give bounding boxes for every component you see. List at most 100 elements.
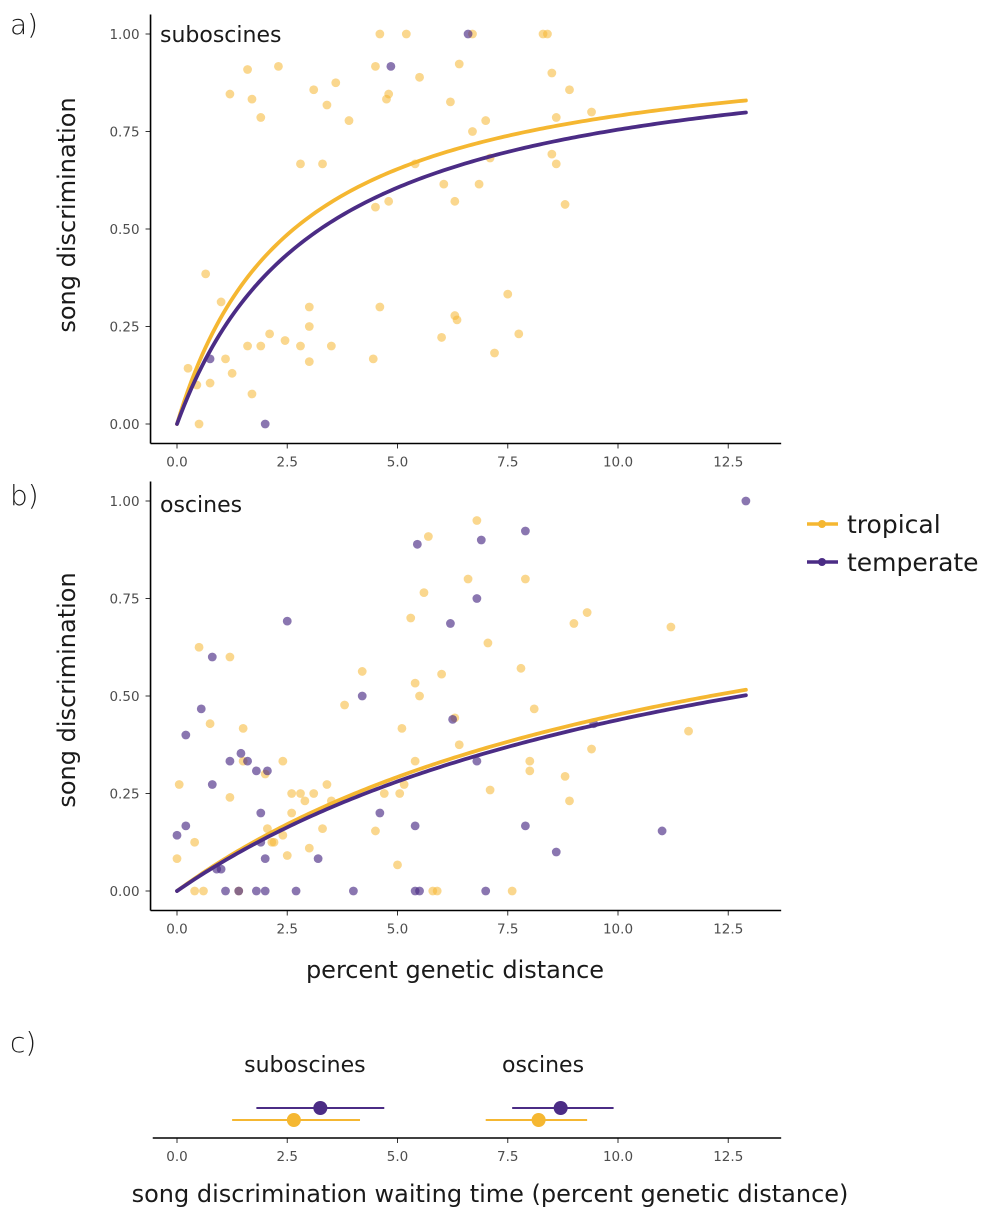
point-tropical bbox=[569, 619, 579, 628]
point-tropical bbox=[282, 851, 292, 860]
point-tropical bbox=[269, 837, 279, 847]
panel-b-y-axis-label: song discrimination bbox=[53, 572, 81, 807]
panel-b-points bbox=[172, 496, 751, 896]
x-tick-label: 2.5 bbox=[277, 922, 298, 938]
panel-a-title: suboscines bbox=[160, 23, 281, 48]
point-tropical bbox=[507, 886, 517, 896]
point-tropical bbox=[304, 357, 314, 366]
point-tropical bbox=[194, 642, 204, 652]
point-tropical bbox=[384, 89, 394, 99]
point-tropical bbox=[525, 766, 535, 776]
point-tropical bbox=[525, 756, 535, 766]
point-tropical bbox=[322, 780, 332, 789]
panel-c-x-axis-label: song discrimination waiting time (percen… bbox=[132, 1180, 849, 1208]
point-temperate bbox=[375, 808, 385, 818]
panel-a-y-axis-label: song discrimination bbox=[53, 97, 81, 332]
x-tick-label: 7.5 bbox=[497, 455, 518, 471]
point-tropical bbox=[225, 652, 235, 662]
point-temperate bbox=[463, 29, 473, 39]
point-tropical bbox=[415, 691, 424, 701]
point-tropical bbox=[543, 29, 552, 39]
point-temperate bbox=[410, 821, 420, 831]
legend-label-temperate: temperate bbox=[847, 548, 979, 577]
point-temperate bbox=[448, 715, 458, 724]
panel-b-scatter: 0.0 2.5 5.0 7.5 10.0 12.5 0.00 0.25 0.50 0.75 1.0… bbox=[53, 481, 782, 984]
point-tropical bbox=[375, 29, 385, 39]
point-tropical bbox=[516, 663, 526, 673]
point-temperate bbox=[412, 539, 422, 549]
panel-label-c: c) bbox=[10, 1026, 36, 1059]
point-tropical bbox=[560, 200, 570, 209]
point-tropical bbox=[560, 771, 570, 781]
point-tropical bbox=[529, 704, 539, 714]
legend-item-temperate: temperate bbox=[807, 548, 979, 577]
point-tropical bbox=[454, 59, 464, 69]
point-temperate bbox=[551, 847, 561, 857]
point-tropical bbox=[454, 740, 464, 750]
point-temperate bbox=[251, 886, 261, 896]
point-temperate bbox=[251, 766, 261, 776]
y-tick-label: 0.25 bbox=[109, 320, 139, 336]
point-tropical bbox=[520, 574, 530, 584]
point-tropical bbox=[503, 289, 513, 299]
panel-a-scatter: 0.0 2.5 5.0 7.5 10.0 12.5 0.00 0.25 0.50 0.75 1.0… bbox=[53, 14, 782, 471]
panel-a-points bbox=[183, 29, 596, 429]
point-tropical bbox=[278, 756, 288, 766]
x-tick-label: 12.5 bbox=[713, 455, 743, 471]
point-tropical bbox=[565, 796, 574, 806]
x-tick-label: 12.5 bbox=[713, 1149, 743, 1165]
point-tropical bbox=[174, 780, 184, 789]
point-temperate bbox=[207, 652, 217, 662]
point-tropical bbox=[371, 202, 380, 212]
estimate-temperate bbox=[553, 1101, 568, 1115]
point-tropical bbox=[304, 302, 314, 312]
panel-a-x-ticks: 0.0 2.5 5.0 7.5 10.0 12.5 bbox=[166, 443, 743, 471]
point-temperate bbox=[472, 756, 482, 766]
y-tick-label: 1.00 bbox=[109, 27, 139, 43]
point-tropical bbox=[684, 726, 693, 736]
point-temperate bbox=[181, 821, 191, 831]
point-tropical bbox=[666, 622, 676, 632]
panel-b-y-ticks: 0.00 0.25 0.50 0.75 1.00 bbox=[109, 494, 151, 900]
point-tropical bbox=[582, 608, 592, 617]
point-tropical bbox=[172, 854, 182, 864]
point-temperate bbox=[476, 535, 486, 545]
point-tropical bbox=[263, 824, 272, 833]
point-tropical bbox=[474, 179, 484, 189]
point-temperate bbox=[415, 886, 424, 896]
panel-b-title: oscines bbox=[160, 493, 242, 518]
point-tropical bbox=[395, 789, 405, 798]
point-temperate bbox=[386, 61, 396, 71]
group-label: suboscines bbox=[244, 1053, 365, 1078]
point-temperate bbox=[357, 691, 367, 701]
point-tropical bbox=[371, 61, 380, 71]
y-tick-label: 0.50 bbox=[109, 222, 139, 238]
x-tick-label: 12.5 bbox=[713, 922, 743, 938]
point-tropical bbox=[514, 329, 524, 339]
point-tropical bbox=[331, 78, 341, 88]
x-tick-label: 10.0 bbox=[603, 922, 633, 938]
point-tropical bbox=[243, 65, 252, 74]
curve-temperate bbox=[175, 693, 748, 893]
point-tropical bbox=[247, 389, 257, 399]
point-tropical bbox=[190, 886, 200, 896]
point-tropical bbox=[472, 516, 482, 525]
x-tick-label: 5.0 bbox=[387, 1149, 408, 1165]
curve-tropical bbox=[175, 687, 748, 893]
x-tick-label: 7.5 bbox=[497, 922, 518, 938]
x-tick-label: 2.5 bbox=[277, 1149, 298, 1165]
point-temperate bbox=[446, 619, 455, 628]
point-temperate bbox=[260, 419, 270, 429]
panel-label-b: b) bbox=[10, 479, 39, 512]
estimate-tropical bbox=[531, 1113, 546, 1127]
point-tropical bbox=[410, 756, 420, 766]
point-tropical bbox=[227, 368, 237, 378]
point-tropical bbox=[216, 297, 226, 307]
panel-c-groups: suboscines oscines bbox=[232, 1053, 614, 1127]
y-tick-label: 0.50 bbox=[109, 689, 139, 705]
point-tropical bbox=[410, 678, 420, 688]
point-tropical bbox=[446, 97, 455, 107]
point-temperate bbox=[349, 886, 358, 896]
x-tick-label: 10.0 bbox=[603, 1149, 633, 1165]
point-tropical bbox=[256, 113, 266, 122]
